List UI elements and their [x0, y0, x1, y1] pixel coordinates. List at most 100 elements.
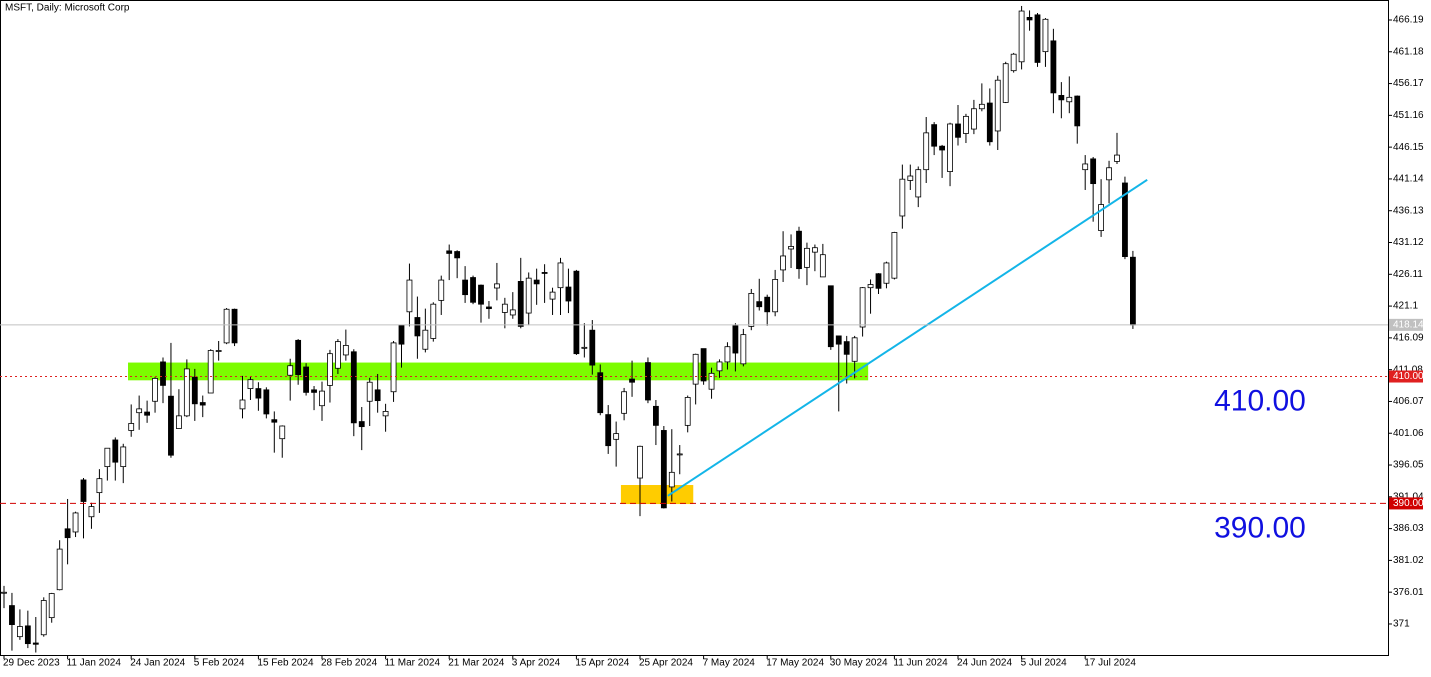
candle-body	[414, 317, 421, 337]
candle-body	[239, 399, 246, 410]
plot-frame	[0, 0, 1389, 656]
candle-body	[430, 303, 437, 339]
candle-body	[883, 262, 890, 284]
candle-body	[311, 389, 317, 393]
candle-body	[32, 642, 39, 645]
candle-body	[716, 361, 723, 372]
x-tick-label: 11 Mar 2024	[385, 658, 441, 669]
candle-body	[708, 372, 715, 390]
candle-body	[819, 254, 826, 278]
candle-body	[1058, 95, 1065, 101]
candle-body	[621, 391, 627, 414]
candle-body	[804, 247, 810, 268]
candle-body	[486, 306, 492, 310]
candle-body	[724, 346, 731, 363]
candle-body	[390, 342, 397, 393]
candle-body	[573, 270, 580, 355]
candle-body	[1, 591, 7, 594]
candle-body	[796, 230, 802, 270]
candle-body	[994, 79, 1001, 132]
candle-body	[835, 335, 842, 345]
candle-body	[772, 279, 779, 313]
x-tick-label: 3 Apr 2024	[512, 658, 561, 669]
candle-body	[525, 277, 532, 314]
candle-body	[891, 232, 898, 279]
x-tick-label: 21 Mar 2024	[448, 658, 505, 669]
candle-body	[327, 353, 333, 386]
candle-body	[334, 341, 341, 369]
candle-body	[446, 250, 453, 254]
candle-body	[1050, 40, 1057, 94]
candle-body	[605, 414, 612, 447]
current-price-box	[1389, 318, 1423, 331]
candle-body	[207, 350, 214, 394]
candle-body	[287, 365, 294, 376]
level-box	[1389, 497, 1423, 510]
y-tick-label: 431.12	[1393, 237, 1424, 248]
x-tick-label: 15 Apr 2024	[575, 658, 629, 669]
y-tick-label: 461.18	[1393, 46, 1424, 57]
candle-body	[175, 415, 182, 429]
level-box	[1389, 370, 1423, 383]
candle-body	[56, 548, 63, 591]
x-tick-label: 5 Feb 2024	[194, 658, 245, 669]
candle-body	[637, 445, 643, 479]
candle-body	[374, 389, 381, 402]
y-tick-label: 371	[1393, 619, 1410, 630]
candle-body	[16, 626, 23, 638]
candle-body	[279, 425, 286, 440]
candle-body	[183, 368, 190, 417]
candle-body	[398, 324, 405, 345]
level-axis-label: 410.00	[1393, 371, 1424, 382]
candle-body	[1018, 10, 1025, 63]
candle-body	[978, 103, 985, 110]
overlays: 418.14 410.00 410.00 390.00 390.00	[0, 178, 1424, 544]
candle-body	[231, 308, 238, 344]
candle-body	[645, 362, 651, 401]
candle-body	[875, 273, 882, 289]
candle-body	[470, 277, 476, 303]
candle-body	[509, 309, 516, 316]
candle-body	[144, 411, 151, 416]
candle-body	[947, 123, 953, 172]
y-tick-label: 401.06	[1393, 428, 1424, 439]
candle-body	[700, 348, 707, 382]
y-tick-label: 446.15	[1393, 142, 1424, 153]
candle-body	[653, 405, 659, 426]
candle-body	[191, 376, 198, 405]
candle-body	[581, 346, 588, 349]
y-tick-label: 456.17	[1393, 78, 1424, 89]
candle-body	[613, 433, 620, 440]
candle-body	[629, 378, 635, 383]
candle-body	[168, 395, 174, 456]
candle-body	[438, 279, 445, 301]
y-tick-label: 436.13	[1393, 205, 1424, 216]
candle-body	[1066, 96, 1073, 103]
candle-body	[64, 528, 71, 539]
candle-body	[931, 124, 938, 147]
candle-body	[812, 247, 818, 253]
candle-body	[915, 169, 922, 198]
candle-body	[684, 397, 691, 426]
y-tick-label: 381.02	[1393, 555, 1424, 566]
candle-body	[517, 281, 524, 327]
candle-body	[350, 351, 357, 424]
y-tick-label: 411.08	[1393, 364, 1423, 375]
candle-body	[358, 421, 365, 428]
candle-body	[668, 471, 675, 488]
candle-body	[557, 262, 564, 289]
candle-body	[1106, 167, 1112, 181]
candle-body	[732, 325, 739, 354]
y-tick-label: 426.11	[1393, 269, 1423, 280]
candle-body	[1010, 53, 1017, 72]
candle-body	[1034, 14, 1041, 63]
candle-body	[660, 430, 667, 509]
candle-body	[955, 123, 961, 138]
candle-body	[867, 284, 874, 289]
candle-body	[843, 341, 850, 355]
candle-body	[40, 600, 47, 636]
y-tick-label: 466.19	[1393, 15, 1424, 26]
candle-body	[859, 287, 866, 328]
candle-body	[247, 379, 254, 389]
